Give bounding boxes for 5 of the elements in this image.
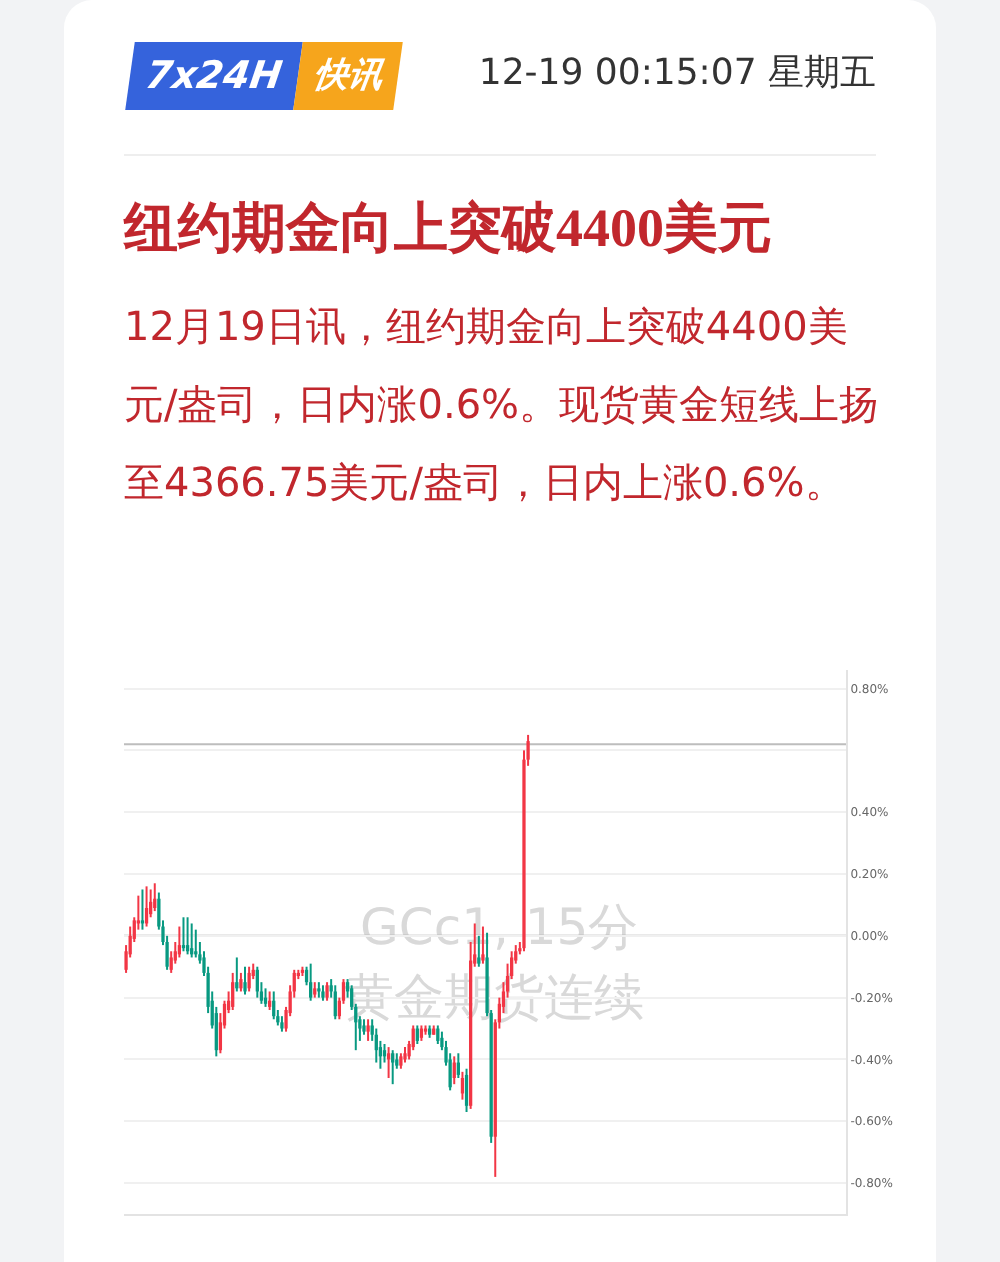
chart-title: 纽约期金向上突破4400美元 xyxy=(124,196,774,262)
text: 7x24H xyxy=(125,42,303,110)
text: 12-19 00:15:07 星期五 xyxy=(478,50,876,98)
chart-subtitle: 12月19日讯，纽约期金向上突破4400美元/盎司，日内涨0.6%。现货黄金短线上扬至4366.75美元/盎司，日内上涨0.6%。 xyxy=(124,300,880,510)
text: 快讯 xyxy=(292,42,403,110)
